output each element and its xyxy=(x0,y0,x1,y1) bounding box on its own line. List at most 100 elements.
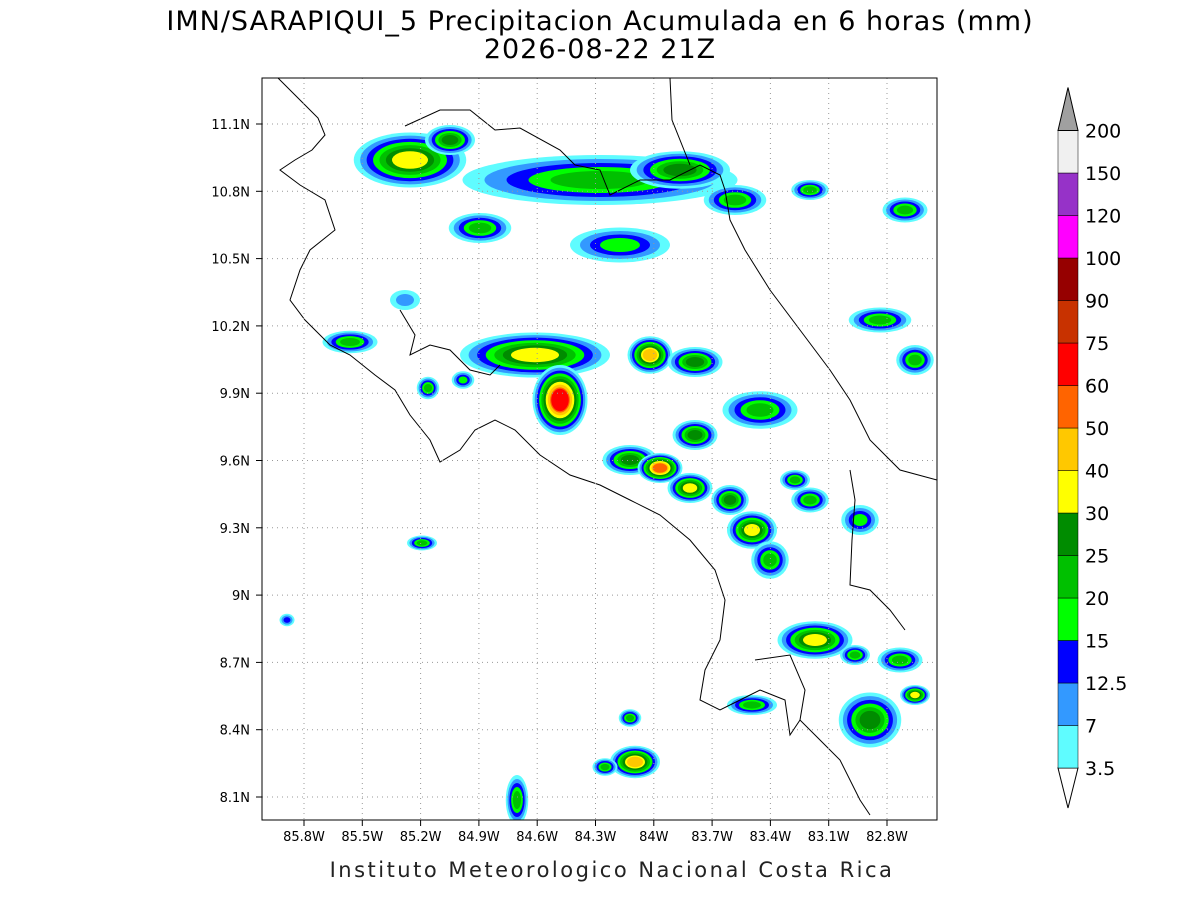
precip-cell xyxy=(789,476,801,484)
precip-cell xyxy=(682,483,698,493)
precip-cell xyxy=(551,388,569,412)
lat-tick-label: 8.1N xyxy=(220,791,250,806)
precip-cell xyxy=(550,171,650,189)
precip-cell xyxy=(340,337,360,347)
precip-cell xyxy=(627,756,643,768)
footer: Instituto Meteorologico Nacional Costa R… xyxy=(330,858,895,882)
lon-tick-label: 82.8W xyxy=(866,830,908,845)
precip-cell xyxy=(803,634,827,646)
colorbar-label: 3.5 xyxy=(1085,758,1115,780)
precip-cell xyxy=(600,238,640,252)
lat-tick-label: 9.6N xyxy=(220,455,250,470)
colorbar-label: 40 xyxy=(1085,461,1109,483)
colorbar-label: 150 xyxy=(1085,163,1121,185)
colorbar-label: 15 xyxy=(1085,631,1109,653)
precip-cell xyxy=(743,701,761,709)
precip-cell xyxy=(468,222,492,234)
precip-cell xyxy=(849,651,861,659)
precip-cell xyxy=(896,205,914,215)
colorbar-swatch xyxy=(1057,300,1079,344)
precip-cell xyxy=(600,763,610,771)
lat-tick-label: 10.8N xyxy=(211,185,250,200)
lon-tick-label: 84W xyxy=(639,830,669,845)
precip-cell xyxy=(652,463,668,473)
colorbar-label: 120 xyxy=(1085,206,1121,228)
lat-tick-label: 10.5N xyxy=(211,253,250,268)
lon-tick-label: 83.7W xyxy=(691,830,733,845)
precip-cell xyxy=(625,714,635,722)
precip-cell xyxy=(423,383,433,393)
title: IMN/SARAPIQUI_5 Precipitacion Acumulada … xyxy=(166,6,1033,37)
lon-tick-label: 83.4W xyxy=(749,830,791,845)
colorbar-swatch xyxy=(1057,257,1079,301)
map-frame xyxy=(261,77,938,821)
lat-tick-label: 9.9N xyxy=(220,387,250,402)
colorbar-under xyxy=(1057,767,1079,809)
precip-cell xyxy=(512,791,522,809)
colorbar-swatch xyxy=(1057,597,1079,641)
precip-cell xyxy=(891,655,909,665)
colorbar-over xyxy=(1057,87,1079,131)
colorbar-swatch xyxy=(1057,470,1079,514)
precip-cell xyxy=(416,540,428,546)
colorbar-label: 50 xyxy=(1085,418,1109,440)
precip-cell xyxy=(803,186,817,194)
colorbar-label: 30 xyxy=(1085,503,1109,525)
lat-tick-label: 9N xyxy=(232,589,250,604)
precip-cell xyxy=(803,495,817,505)
precip-cell xyxy=(763,553,777,567)
lon-tick-label: 84.9W xyxy=(458,830,500,845)
lon-tick-label: 84.3W xyxy=(575,830,617,845)
precip-cell xyxy=(458,376,468,384)
precip-cell xyxy=(723,194,747,206)
colorbar-label: 60 xyxy=(1085,376,1109,398)
lon-tick-label: 85.5W xyxy=(341,830,383,845)
coastline xyxy=(277,78,937,816)
colorbar-swatch xyxy=(1057,512,1079,556)
colorbar-swatch xyxy=(1057,682,1079,726)
lat-tick-label: 10.2N xyxy=(211,320,250,335)
precip-cell xyxy=(441,135,459,145)
lon-tick-label: 85.2W xyxy=(400,830,442,845)
colorbar-label: 12.5 xyxy=(1085,673,1127,695)
precip-cell xyxy=(723,495,737,505)
colorbar-swatch xyxy=(1057,555,1079,599)
precip-cell xyxy=(283,617,291,623)
subtitle: 2026-08-22 21Z xyxy=(484,34,716,65)
colorbar-label: 20 xyxy=(1085,588,1109,610)
precip-cell xyxy=(642,349,658,361)
lat-tick-label: 8.4N xyxy=(220,724,250,739)
precip-cell xyxy=(744,524,760,536)
graticule: 85.8W 85.5W 85.2W 84.9W 84.6W 84.3W 84W 83.7W 83… xyxy=(211,78,937,845)
precip-cell xyxy=(687,430,703,440)
colorbar-swatch xyxy=(1057,215,1079,259)
precip-cell xyxy=(746,403,774,417)
precip-cell xyxy=(396,294,414,306)
lon-tick-label: 85.8W xyxy=(283,830,325,845)
precip-cell xyxy=(663,163,697,177)
colorbar-label: 25 xyxy=(1085,546,1109,568)
colorbar-label: 100 xyxy=(1085,248,1121,270)
colorbar-swatch xyxy=(1057,640,1079,684)
precipitation-field xyxy=(279,125,934,820)
precip-cell xyxy=(910,691,920,699)
colorbar-swatch xyxy=(1057,342,1079,386)
lat-tick-label: 9.3N xyxy=(220,522,250,537)
precip-cell xyxy=(859,710,881,730)
colorbar-label: 75 xyxy=(1085,333,1109,355)
colorbar-swatch xyxy=(1057,725,1079,769)
lon-tick-label: 84.6W xyxy=(516,830,558,845)
precip-cell xyxy=(392,151,428,169)
colorbar-label: 200 xyxy=(1085,121,1121,143)
colorbar-swatch xyxy=(1057,130,1079,174)
precip-cell xyxy=(620,455,640,465)
precip-cell xyxy=(511,347,559,363)
precip-cell xyxy=(868,315,892,325)
precip-cell xyxy=(908,354,922,366)
precip-cell xyxy=(685,357,705,367)
colorbar-swatch xyxy=(1057,172,1079,216)
colorbar: 3.5 7 12.5 15 20 25 30 40 50 60 75 90 100 120 150 200 xyxy=(1057,87,1127,809)
colorbar-label: 7 xyxy=(1085,716,1097,738)
colorbar-swatch xyxy=(1057,427,1079,471)
